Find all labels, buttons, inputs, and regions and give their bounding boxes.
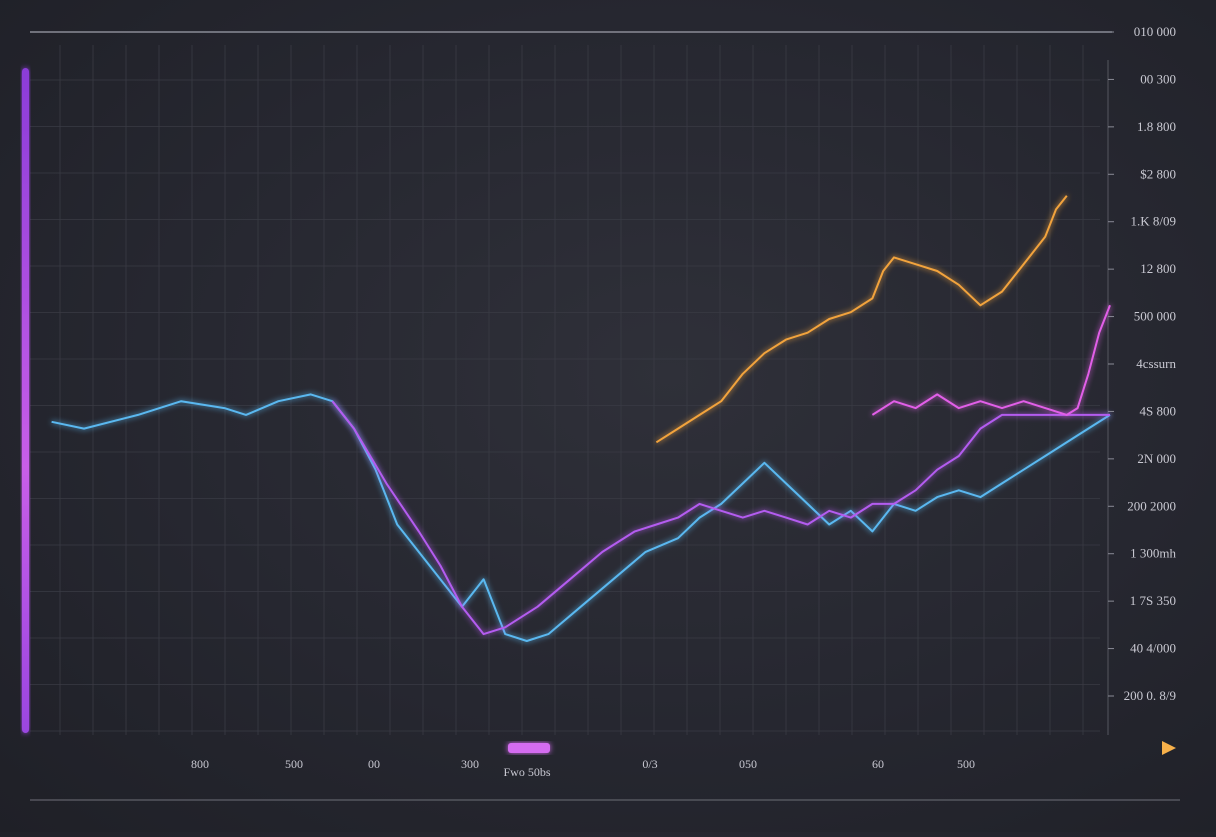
x-tick-label: 050 (739, 757, 757, 771)
x-axis-label: Fwo 50bs (503, 765, 550, 779)
y-tick-label: 1 7S 350 (1130, 593, 1176, 608)
y-tick-label: 4S 800 (1140, 403, 1176, 418)
left-axis-bar (22, 68, 29, 733)
grid (30, 45, 1100, 735)
x-tick-label: 800 (191, 757, 209, 771)
x-tick-label: 300 (461, 757, 479, 771)
x-tick-label: 0/3 (642, 757, 657, 771)
x-tick-label: 60 (872, 757, 884, 771)
y-tick-label: $2 800 (1140, 166, 1176, 181)
x-tick-label: 500 (285, 757, 303, 771)
y-tick-label: 010 000 (1134, 24, 1176, 39)
y-tick-label: 2N 000 (1137, 451, 1176, 466)
y-tick-label: 1 300mh (1130, 546, 1176, 561)
y-tick-label: 1.K 8/09 (1131, 214, 1177, 229)
x-tick-label: 500 (957, 757, 975, 771)
series-line-3 (871, 304, 1111, 416)
x-axis-arrow-icon (1162, 741, 1176, 755)
series-line-2 (331, 400, 1110, 636)
y-tick-label: 4cssurn (1136, 356, 1176, 371)
y-tick-label: 1.8 800 (1137, 119, 1176, 134)
y-tick-label: 200 2000 (1127, 498, 1176, 513)
y-tick-label: 40 4/000 (1130, 641, 1176, 656)
y-tick-label: 00 300 (1140, 71, 1176, 86)
x-axis-highlight (508, 743, 550, 753)
y-tick-label: 500 000 (1134, 309, 1176, 324)
series-line-4 (655, 195, 1068, 444)
y-tick-labels: 010 000 00 300 1.8 800 $2 800 1.K 8/09 12 800… (1108, 24, 1176, 703)
x-tick-labels: 800 500 00 300 0/3 050 60 500 (191, 757, 975, 771)
series-lines (51, 195, 1111, 642)
y-tick-label: 12 800 (1140, 261, 1176, 276)
y-tick-label: 200 0. 8/9 (1124, 688, 1176, 703)
x-tick-label: 00 (368, 757, 380, 771)
series-line-1 (51, 393, 1111, 642)
